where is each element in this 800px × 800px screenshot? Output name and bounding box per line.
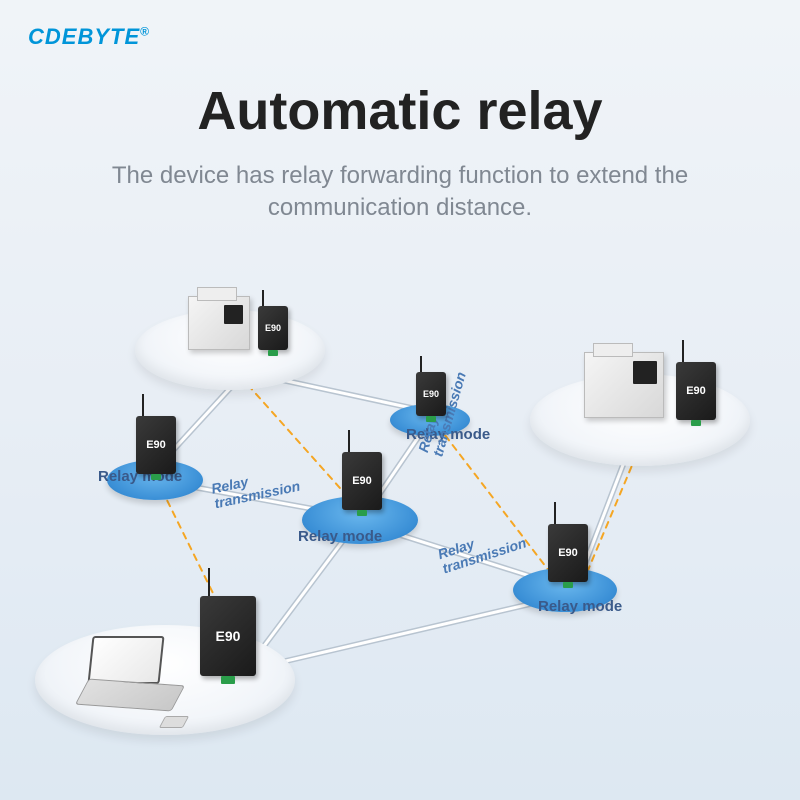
e90-device: E90 [548,524,588,582]
e90-device: E90 [258,306,288,350]
industrial-machine [188,296,250,350]
relay-mode-label: Relay mode [538,598,622,615]
e90-device: E90 [200,596,256,676]
e90-device: E90 [342,452,382,510]
relay-mode-label: Relay mode [298,528,382,545]
relay-transmission-label: Relaytransmission [210,464,301,511]
e90-device: E90 [136,416,176,474]
industrial-machine [584,352,664,418]
relay-transmission-label: Relaytransmission [436,521,528,576]
relay-network-diagram: Relay modeRelay modeRelay modeRelay mode… [0,0,800,800]
laptop [80,636,200,716]
e90-device: E90 [676,362,716,420]
e90-device: E90 [416,372,446,416]
